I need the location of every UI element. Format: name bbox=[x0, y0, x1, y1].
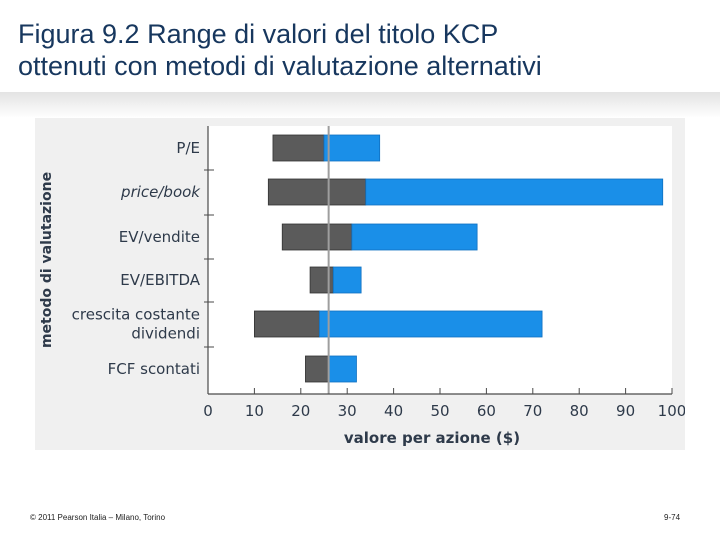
x-tick-label: 30 bbox=[338, 402, 357, 420]
bar-low-segment-3 bbox=[309, 266, 334, 294]
bar-low-segment-4 bbox=[253, 310, 320, 338]
chart-panel: 0 10 20 30 40 50 60 70 80 90 100 P/E price/book EV/ve… bbox=[35, 118, 685, 450]
category-label: EV/vendite bbox=[119, 228, 200, 246]
copyright-footer: © 2011 Pearson Italia – Milano, Torino bbox=[30, 513, 166, 522]
y-axis-title: metodo di valutazione bbox=[39, 172, 55, 348]
x-tick-label: 40 bbox=[384, 402, 403, 420]
x-tick-label: 10 bbox=[245, 402, 264, 420]
bar-low-segment-0 bbox=[272, 134, 325, 162]
category-label: crescita costante bbox=[72, 306, 200, 324]
category-label: FCF scontati bbox=[108, 360, 200, 378]
bar-high-segment-1 bbox=[365, 178, 664, 206]
slide-number: 9-74 bbox=[664, 513, 681, 522]
slide-title-line-2: ottenuti con metodi di valutazione alter… bbox=[18, 51, 542, 81]
title-divider-shadow bbox=[0, 92, 720, 118]
category-label: price/book bbox=[120, 183, 201, 201]
bar-high-segment-5 bbox=[328, 355, 357, 383]
plot-area bbox=[208, 126, 672, 394]
bar-low-segment-2 bbox=[281, 223, 353, 251]
slide-title-line-1: Figura 9.2 Range di valori del titolo KC… bbox=[18, 19, 499, 49]
x-tick-label: 70 bbox=[523, 402, 542, 420]
slide-title: Figura 9.2 Range di valori del titolo KC… bbox=[18, 18, 708, 82]
x-tick-label: 90 bbox=[616, 402, 635, 420]
category-label: P/E bbox=[176, 139, 200, 157]
x-axis-title: valore per azione ($) bbox=[344, 429, 520, 447]
bar-high-segment-2 bbox=[351, 223, 478, 251]
category-label: dividendi bbox=[131, 325, 200, 343]
x-tick-label: 50 bbox=[430, 402, 449, 420]
bar-high-segment-4 bbox=[318, 310, 543, 338]
valuation-range-chart: 0 10 20 30 40 50 60 70 80 90 100 P/E price/book EV/ve… bbox=[39, 126, 685, 447]
x-tick-label: 20 bbox=[291, 402, 310, 420]
x-tick-label: 100 bbox=[658, 402, 685, 420]
category-label: EV/EBITDA bbox=[120, 271, 200, 289]
bar-high-segment-0 bbox=[323, 134, 381, 162]
x-tick-label: 60 bbox=[477, 402, 496, 420]
bar-low-segment-5 bbox=[305, 355, 330, 383]
bar-high-segment-3 bbox=[332, 266, 362, 294]
x-tick-label: 80 bbox=[570, 402, 589, 420]
x-tick-label: 0 bbox=[203, 402, 213, 420]
bar-low-segment-1 bbox=[267, 178, 367, 206]
